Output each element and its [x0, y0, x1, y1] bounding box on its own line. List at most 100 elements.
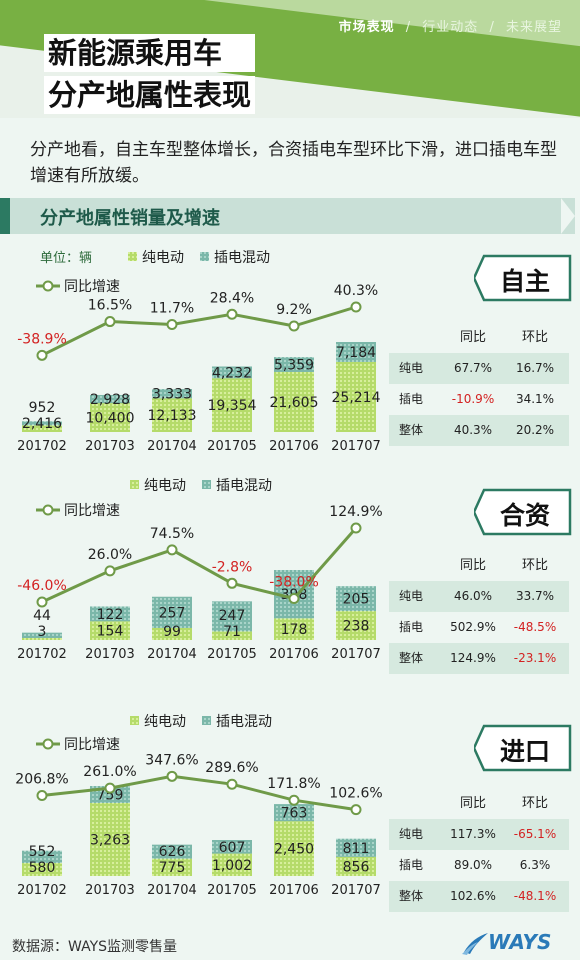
nav-market[interactable]: 市场表现 [338, 20, 395, 35]
category-label: 201705 [207, 883, 257, 898]
unit-label: 单位：辆 [40, 251, 92, 266]
growth-label: 16.5% [88, 298, 132, 314]
title-line-2: 分产地属性表现 [44, 76, 256, 114]
value-label-phev: 811 [343, 841, 370, 857]
nav-industry[interactable]: 行业动态 [422, 20, 479, 35]
bar-bev [274, 371, 314, 432]
stats-mom-value: 34.1% [515, 392, 555, 406]
growth-point [350, 522, 362, 534]
growth-label: 289.6% [205, 760, 258, 776]
legend-growth-marker [42, 738, 54, 750]
growth-point [166, 318, 178, 330]
growth-label: 74.5% [150, 526, 194, 542]
bar-bev [336, 611, 376, 640]
value-label-phev: 257 [159, 605, 186, 621]
chart-panel-3: 纯电动 插电混动 同比增速 580 552 201702 3,263 759 201703 775… [0, 706, 580, 928]
category-label: 201702 [17, 439, 67, 454]
growth-label: 102.6% [329, 786, 382, 802]
value-label-bev: 1,002 [212, 858, 252, 874]
legend-growth-marker [42, 280, 54, 292]
growth-point [350, 301, 362, 313]
stats-row-label: 插电 [399, 392, 424, 406]
value-label-bev: 25,214 [332, 390, 381, 406]
value-label-phev: 4,232 [212, 365, 252, 381]
stats-header-mom: 环比 [521, 558, 548, 573]
value-label-bev: 12,133 [148, 408, 197, 424]
bar-phev [274, 357, 314, 372]
growth-label: 11.7% [150, 300, 194, 316]
bar-phev [22, 632, 62, 638]
legend-bev-swatch [128, 252, 137, 261]
stats-yoy-value: 40.3% [453, 423, 493, 437]
category-label: 201706 [269, 647, 319, 662]
bar-bev [274, 821, 314, 876]
ways-logo: WAYS [460, 930, 570, 956]
category-label: 201702 [17, 883, 67, 898]
growth-point [288, 593, 300, 605]
ways-logo-swoosh-icon [462, 933, 488, 955]
stats-mom-value: -48.5% [513, 620, 557, 634]
value-label-phev: 952 [29, 400, 56, 416]
bar-phev [90, 394, 130, 404]
legend-bev-label: 纯电动 [142, 250, 184, 266]
category-label: 201707 [331, 439, 381, 454]
value-label-bev: 19,354 [208, 398, 257, 414]
bar-phev [152, 596, 192, 628]
category-label: 201705 [207, 647, 257, 662]
stats-yoy-value: 117.3% [450, 827, 496, 841]
nav-future[interactable]: 未来展望 [505, 20, 562, 35]
category-label: 201706 [269, 439, 319, 454]
category-label: 201704 [147, 647, 197, 662]
value-label-phev: 247 [219, 608, 246, 624]
nav-separator: / [489, 20, 495, 35]
category-label: 201707 [331, 647, 381, 662]
growth-line [41, 774, 357, 812]
stats-row-label: 整体 [399, 889, 424, 903]
stats-mom-value: 6.3% [519, 858, 551, 872]
top-nav: 市场表现 / 行业动态 / 未来展望 [333, 16, 562, 35]
category-label: 201703 [85, 883, 135, 898]
stats-row: 整体 40.3% 20.2% [389, 415, 569, 446]
section-header: 分产地属性销量及增速 [0, 198, 575, 234]
stats-yoy-value: 46.0% [453, 589, 493, 603]
section-title: 分产地属性销量及增速 [40, 208, 220, 229]
stats-row: 纯电 67.7% 16.7% [389, 353, 569, 384]
growth-label: 171.8% [267, 776, 320, 792]
bar-bev [152, 858, 192, 876]
stats-mom-value: -23.1% [513, 651, 557, 665]
growth-line [41, 305, 357, 357]
value-label-bev: 154 [97, 624, 124, 640]
stats-mom-value: -65.1% [513, 827, 557, 841]
growth-point [104, 782, 116, 794]
stats-row-label: 纯电 [399, 827, 424, 841]
stats-header-row: 同比 环比 [389, 788, 569, 819]
value-label-phev: 3,333 [152, 387, 192, 403]
value-label-bev: 580 [29, 860, 56, 876]
value-label-bev: 2,450 [274, 842, 314, 858]
stats-row: 插电 89.0% 6.3% [389, 850, 569, 881]
bar-phev [212, 366, 252, 379]
data-source: 数据源：WAYS监测零售量 [12, 939, 178, 955]
legend-phev-swatch [202, 480, 211, 489]
intro-text: 分产地看，自主车型整体增长，合资插电车型环比下滑，进口插电车型增速有所放缓。 [30, 140, 557, 186]
bar-phev [336, 586, 376, 612]
growth-line [41, 527, 358, 604]
legend-bev-label: 纯电动 [144, 714, 186, 730]
title-line-1: 新能源乘用车 [44, 34, 256, 72]
growth-label: 40.3% [334, 283, 378, 299]
stats-table: 同比 环比 纯电 46.0% 33.7% 插电 502.9% -48.5% 整体 124.9% -2… [389, 550, 569, 674]
value-label-phev: 44 [33, 608, 51, 624]
stats-row-label: 插电 [399, 858, 424, 872]
stats-mom-value: -48.1% [513, 889, 557, 903]
stats-header-yoy: 同比 [459, 558, 486, 573]
bar-phev [152, 389, 192, 399]
growth-point [226, 577, 238, 589]
bar-phev [22, 421, 62, 426]
growth-point [350, 804, 362, 816]
value-label-phev: 7,184 [336, 345, 376, 361]
growth-point [166, 770, 178, 782]
legend-growth-label: 同比增速 [64, 737, 120, 753]
legend-growth-label: 同比增速 [64, 503, 120, 519]
